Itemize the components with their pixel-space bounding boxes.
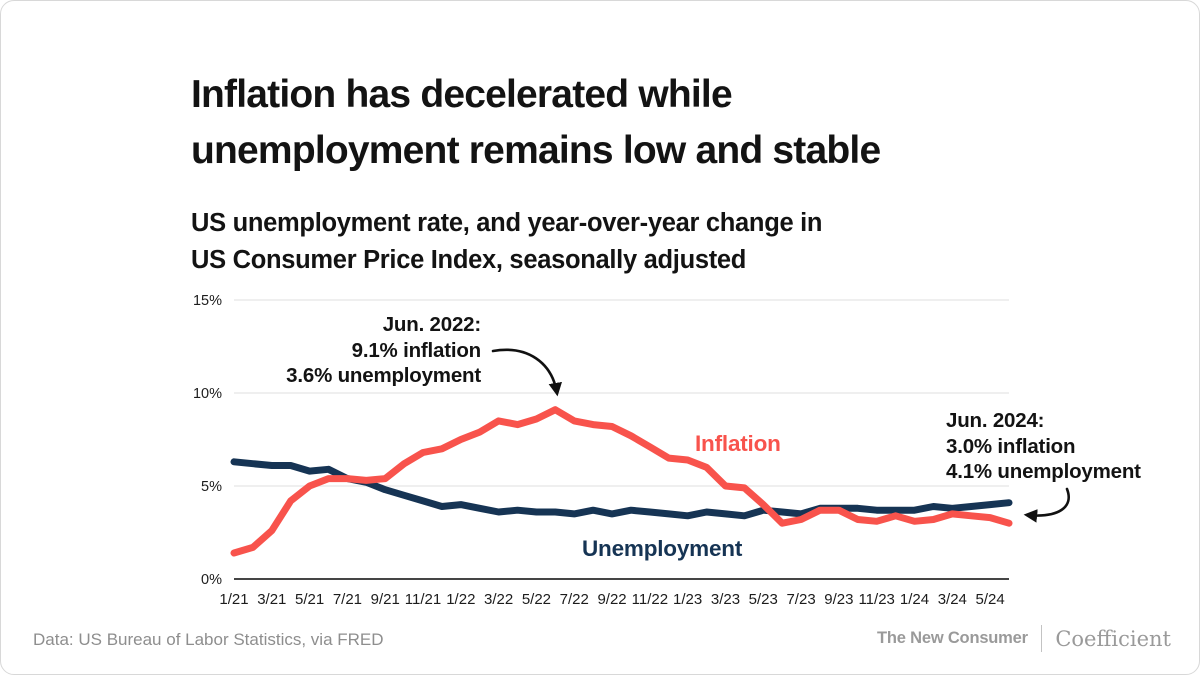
title-line-1: Inflation has decelerated while [191, 73, 733, 116]
inflation-line [230, 406, 1013, 557]
coefficient-logo: Coefficient [1055, 626, 1171, 651]
annotation-2024-line-3: 4.1% unemployment [946, 460, 1141, 483]
logo-divider [1040, 625, 1043, 652]
x-tick-label: 1/24 [900, 591, 929, 608]
annotation-arrow-2022 [491, 348, 562, 397]
title-line-2: unemployment remains low and stable [191, 129, 881, 172]
series-lines [230, 406, 1013, 557]
annotation-2024-line-2: 3.0% inflation [946, 434, 1076, 458]
x-tick-label: 1/21 [219, 591, 248, 608]
x-tick-label: 3/23 [711, 591, 740, 608]
y-tick-label: 15% [193, 293, 222, 309]
y-tick-label: 10% [193, 386, 222, 402]
x-tick-label: 5/24 [975, 591, 1004, 608]
annotation-arrow-2024 [1023, 487, 1070, 523]
x-tick-label: 9/22 [597, 591, 626, 608]
data-source-note: Data: US Bureau of Labor Statistics, via… [33, 630, 384, 649]
annotation-2022-line-3: 3.6% unemployment [286, 364, 481, 387]
x-tick-label: 3/21 [257, 591, 286, 608]
x-tick-label: 1/23 [673, 591, 702, 608]
unemployment-series-label: Unemployment [582, 536, 743, 561]
x-tick-label: 11/23 [858, 591, 894, 608]
subtitle-line-2: US Consumer Price Index, seasonally adju… [191, 246, 747, 274]
x-tick-label: 11/22 [632, 591, 668, 608]
x-tick-label: 7/22 [560, 591, 589, 608]
brand-logos: The New Consumer Coefficient [877, 625, 1171, 652]
chart-subtitle: US unemployment rate, and year-over-year… [191, 205, 823, 279]
x-tick-label: 3/24 [938, 591, 967, 608]
x-tick-label: 7/23 [786, 591, 815, 608]
x-tick-label: 5/21 [295, 591, 324, 608]
grid-and-axes: 0% 5% 10% 15% 1/21 3/21 5/21 7/21 9/21 11/21 1/22 3… [193, 293, 1009, 608]
x-tick-label: 7/21 [333, 591, 362, 608]
x-tick-label: 1/22 [446, 591, 475, 608]
annotation-2022-line-2: 9.1% inflation [351, 338, 482, 362]
annotation-jun-2022: Jun. 2022: 9.1% inflation 3.6% unemploym… [201, 312, 481, 389]
page-title: Inflation has decelerated while unemploy… [191, 67, 881, 179]
inflation-series-label: Inflation [695, 431, 781, 456]
annotation-jun-2024: Jun. 2024: 3.0% inflation 4.1% unemploym… [946, 408, 1141, 485]
annotation-arrows [491, 348, 1070, 523]
subtitle-line-1: US unemployment rate, and year-over-year… [191, 209, 823, 237]
x-tick-label: 9/21 [371, 591, 400, 608]
x-tick-label: 3/22 [484, 591, 513, 608]
x-tick-label: 9/23 [824, 591, 853, 608]
annotation-2022-line-1: Jun. 2022: [382, 313, 481, 336]
unemployment-line [230, 458, 1013, 520]
y-tick-label: 0% [201, 572, 222, 588]
x-tick-label: 5/23 [749, 591, 778, 608]
the-new-consumer-logo: The New Consumer [877, 629, 1028, 647]
x-tick-label: 11/21 [405, 591, 441, 608]
x-tick-label: 5/22 [522, 591, 551, 608]
annotation-2024-line-1: Jun. 2024: [946, 409, 1045, 432]
y-tick-label: 5% [201, 479, 222, 495]
